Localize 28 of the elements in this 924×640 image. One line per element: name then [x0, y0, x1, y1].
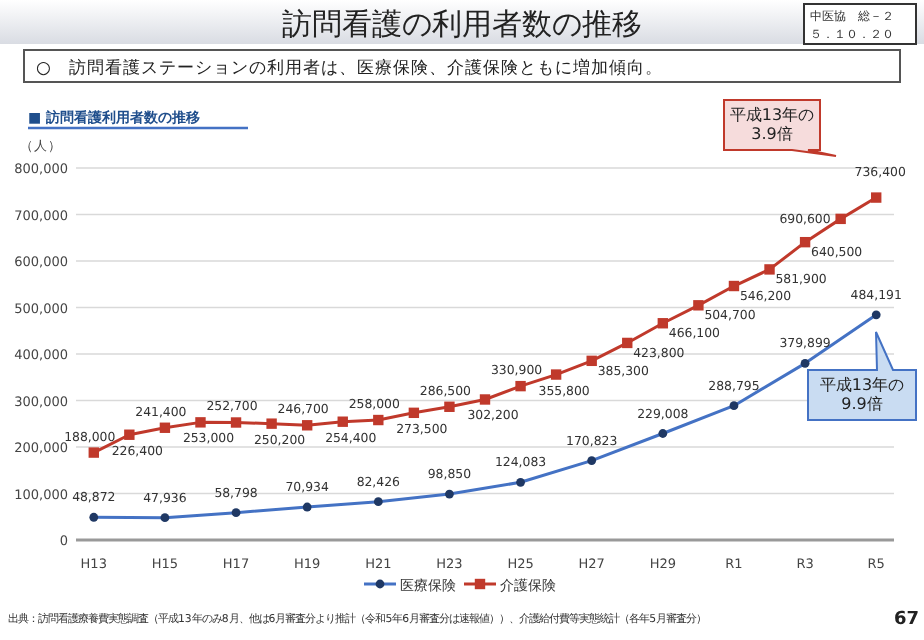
annotation: 平成13年の 9.9倍: [819, 376, 905, 414]
point: [657, 318, 669, 329]
point: [373, 414, 384, 426]
point: [195, 417, 206, 428]
point: [835, 213, 846, 225]
text: 67: [894, 610, 920, 630]
chart-title: 訪問看護の利用者数の推移: [282, 6, 642, 42]
point: [230, 417, 242, 428]
point: [266, 418, 277, 429]
point: [550, 369, 562, 380]
point: [159, 422, 171, 433]
point: [693, 300, 704, 311]
point: [586, 355, 597, 367]
callout: 平成13年の 3.9倍: [723, 99, 837, 157]
point: [479, 394, 491, 405]
point: [728, 280, 740, 292]
point: [337, 416, 348, 427]
point: [124, 429, 135, 440]
point: [515, 380, 526, 392]
point: [871, 192, 882, 203]
point: [799, 236, 811, 248]
point: [301, 420, 313, 431]
chart-subtitle: ○ 訪問看護ステーションの利用者は、医療保険、介護保険ともに増加傾向。: [36, 57, 663, 79]
point: [764, 264, 775, 275]
point: [88, 447, 99, 458]
point: [444, 401, 455, 412]
point: [408, 407, 420, 419]
point: [622, 337, 633, 349]
